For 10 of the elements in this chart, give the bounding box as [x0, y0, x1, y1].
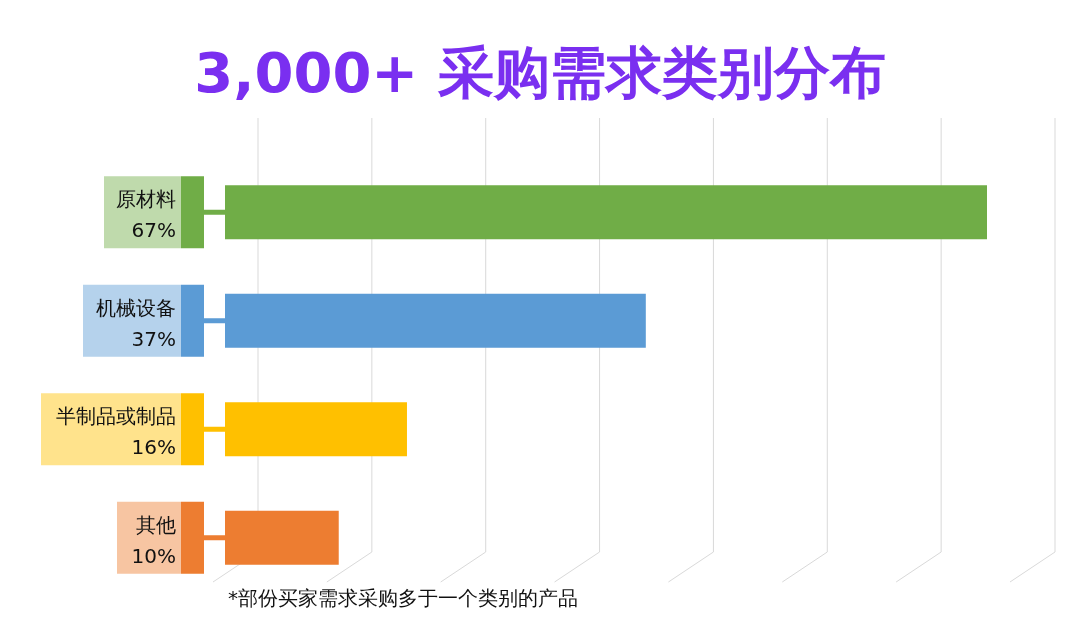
y-tick-label: 半制品或制品 — [56, 404, 176, 429]
y-tick-label: 其他 — [136, 512, 176, 537]
data-label: 10% — [131, 543, 176, 568]
text: *部份买家需求采购多于一个类别的产品 — [228, 586, 578, 610]
y-tick-label: 机械设备 — [96, 295, 176, 320]
data-label: 67% — [131, 218, 176, 243]
data-label: 37% — [131, 326, 176, 351]
chart-title: 3,000+ 采购需求类别分布 — [194, 40, 886, 105]
data-label: 16% — [131, 435, 176, 460]
y-tick-label: 原材料 — [116, 187, 176, 212]
